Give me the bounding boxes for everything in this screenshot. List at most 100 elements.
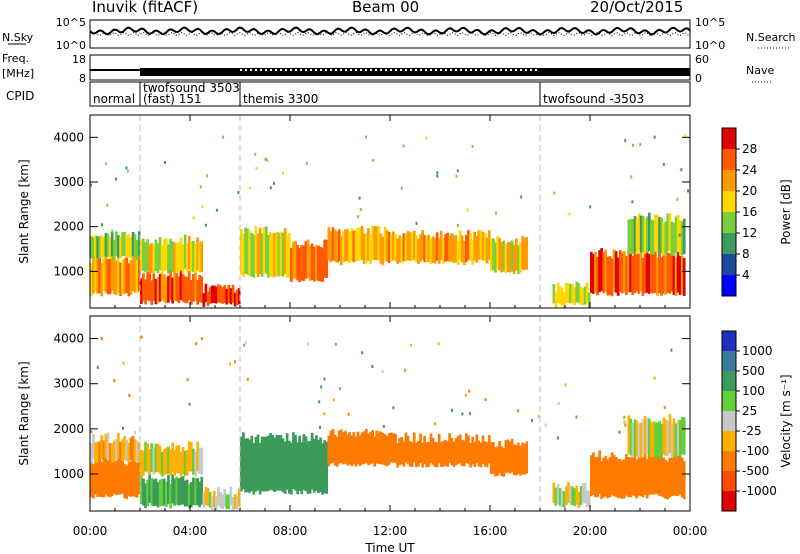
scatter-band — [327, 429, 391, 467]
scatter-cell — [190, 280, 193, 305]
scatter-cell — [106, 460, 110, 497]
scatter-cell — [606, 257, 610, 296]
scatter-cell — [581, 288, 585, 306]
scatter-cell — [596, 456, 599, 497]
scatter-cell — [676, 214, 680, 252]
scatter-cell — [610, 452, 614, 495]
scatter-speckle — [96, 365, 99, 369]
colorbar-swatch — [722, 212, 736, 234]
scatter-cell — [342, 231, 345, 263]
scatter-cell — [652, 253, 655, 294]
scatter-cell — [140, 450, 143, 476]
scatter-cell — [177, 478, 181, 506]
scatter-cell — [144, 242, 147, 273]
scatter-cell — [612, 455, 616, 497]
scatter-cell — [160, 270, 164, 300]
scatter-cell — [156, 243, 160, 273]
scatter-cell — [229, 486, 233, 506]
scatter-speckle — [334, 342, 337, 346]
scatter-cell — [200, 241, 204, 272]
scatter-cell — [494, 447, 497, 477]
scatter-cell — [421, 442, 424, 468]
scatter-speckle — [455, 174, 458, 178]
scatter-cell — [352, 230, 356, 263]
scatter-cell — [496, 236, 499, 270]
scatter-cell — [639, 215, 643, 253]
scatter-cell — [298, 247, 301, 282]
scatter-cell — [682, 218, 686, 254]
scatter-cell — [639, 248, 643, 292]
scatter-cell — [658, 421, 661, 457]
scatter-cell — [100, 263, 104, 297]
scatter-cell — [225, 494, 229, 509]
scatter-cell — [627, 249, 630, 292]
scatter-speckle — [359, 208, 362, 211]
scatter-cell — [110, 443, 114, 464]
scatter-cell — [573, 488, 576, 506]
scatter-cell — [437, 238, 441, 264]
scatter-cell — [487, 230, 491, 260]
cpid-segment-label: themis 3300 — [243, 92, 318, 106]
scatter-cell — [256, 233, 260, 278]
scatter-cell — [137, 253, 141, 292]
velocity-colorbar: 1000 500 100 25 -25 -100 -500 -1000 Velocity [m … — [721, 330, 793, 512]
scatter-cell — [648, 418, 651, 456]
scatter-cell — [275, 435, 279, 491]
scatter-speckle — [436, 174, 439, 178]
scatter-cell — [506, 439, 510, 473]
scatter-cell — [335, 231, 339, 263]
scatter-cell — [460, 235, 464, 263]
colorbar-swatch — [722, 351, 736, 372]
scatter-cell — [375, 430, 379, 464]
scatter-speckle — [128, 394, 131, 397]
scatter-cell — [652, 452, 655, 495]
scatter-cell — [117, 235, 120, 258]
scatter-cell — [183, 480, 187, 507]
scatter-cell — [152, 447, 156, 475]
scatter-cell — [358, 227, 362, 261]
scatter-cell — [135, 240, 139, 261]
scatter-cell — [108, 461, 112, 498]
nsky-label: N.Sky — [2, 31, 34, 44]
scatter-cell — [198, 447, 201, 475]
scatter-cell — [135, 440, 139, 462]
scatter-cell — [641, 418, 645, 456]
x-axis-label: Time UT — [364, 541, 415, 554]
colorbar-swatch — [722, 233, 736, 255]
scatter-cell — [656, 215, 659, 253]
scatter-cell — [408, 441, 412, 467]
scatter-cell — [119, 236, 122, 259]
scatter-cell — [552, 284, 556, 304]
scatter-cell — [285, 234, 289, 278]
scatter-cell — [337, 229, 341, 262]
scatter-speckle — [676, 197, 679, 201]
scatter-cell — [629, 457, 632, 498]
scatter-band — [202, 486, 241, 511]
colorbar-tick-label: -25 — [742, 424, 762, 438]
scatter-cell — [127, 443, 131, 463]
scatter-cell — [348, 432, 351, 465]
scatter-cell — [304, 436, 308, 492]
x-tick-label: 12:00 — [373, 524, 408, 538]
scatter-cell — [142, 450, 145, 476]
scatter-cell — [148, 244, 151, 274]
scatter-cell — [394, 234, 397, 262]
scatter-speckle — [520, 195, 523, 199]
scatter-band — [90, 231, 141, 261]
scatter-cell — [390, 432, 393, 463]
scatter-cell — [652, 421, 655, 457]
scatter-cell — [150, 443, 154, 473]
scatter-cell — [292, 241, 295, 279]
scatter-cell — [425, 235, 429, 263]
scatter-cell — [96, 236, 99, 259]
scatter-speckle — [338, 387, 341, 390]
scatter-cell — [477, 440, 481, 467]
cpid-segment-label: normal — [93, 92, 135, 106]
scatter-cell — [462, 440, 466, 467]
scatter-cell — [231, 497, 235, 511]
scatter-cell — [678, 420, 682, 457]
scatter-cell — [621, 252, 624, 294]
scatter-cell — [115, 260, 118, 295]
scatter-cell — [100, 461, 104, 498]
noise-tick-top-right: 10^5 — [695, 16, 725, 29]
